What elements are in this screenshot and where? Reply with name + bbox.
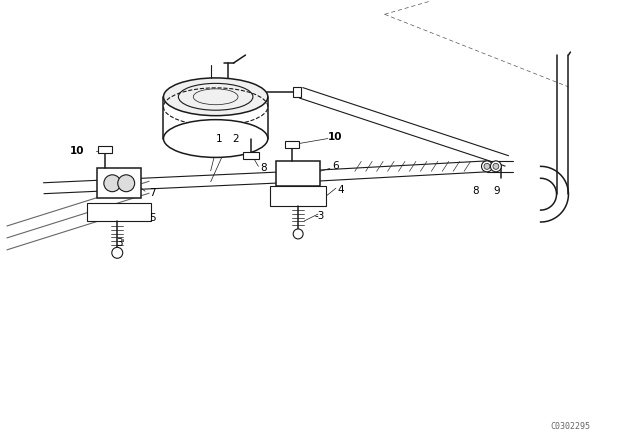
Text: 10: 10: [70, 146, 84, 156]
Bar: [293, 87, 301, 97]
Circle shape: [112, 247, 123, 258]
Bar: [270, 186, 326, 206]
Text: 2: 2: [232, 134, 239, 143]
Text: 6: 6: [332, 161, 339, 171]
Ellipse shape: [163, 120, 268, 157]
Circle shape: [493, 164, 499, 169]
Ellipse shape: [163, 78, 268, 116]
Circle shape: [484, 164, 490, 169]
Circle shape: [481, 161, 492, 172]
Circle shape: [490, 161, 501, 172]
Circle shape: [118, 175, 134, 192]
Text: 10: 10: [328, 132, 342, 142]
Text: 5: 5: [149, 213, 156, 223]
Bar: [88, 203, 151, 221]
Text: 3: 3: [116, 238, 123, 248]
Text: 9: 9: [493, 186, 500, 196]
Circle shape: [293, 229, 303, 239]
Text: 4: 4: [338, 185, 344, 195]
Bar: [97, 168, 141, 198]
Text: 8: 8: [472, 186, 479, 196]
Text: 8: 8: [260, 164, 267, 173]
Text: 7: 7: [149, 188, 156, 198]
Circle shape: [104, 175, 121, 192]
Bar: [243, 152, 259, 159]
Bar: [99, 146, 112, 154]
Bar: [285, 141, 299, 148]
Text: -3: -3: [314, 211, 324, 221]
Text: C0302295: C0302295: [550, 422, 591, 431]
Text: 1: 1: [216, 134, 222, 143]
Bar: [276, 161, 320, 186]
